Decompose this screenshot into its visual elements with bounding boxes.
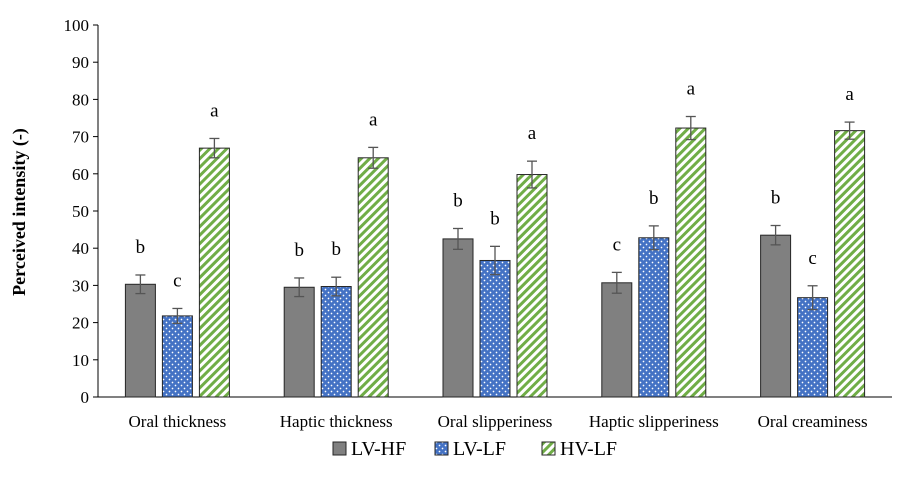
legend-swatch-lv-lf: [434, 441, 449, 456]
significance-letter-lv-lf-haptic-thickness: b: [331, 239, 341, 260]
y-tick-label: 100: [64, 16, 90, 35]
bar-hv-lf-haptic-slipperiness: [675, 127, 707, 398]
bar-hv-lf-oral-slipperiness: [516, 174, 548, 398]
y-tick-label: 70: [72, 128, 89, 147]
x-tick-label-oral-slipperiness: Oral slipperiness: [438, 412, 553, 431]
bar-lv-hf-haptic-thickness: [283, 286, 315, 398]
x-tick-label-haptic-thickness: Haptic thickness: [280, 412, 393, 431]
significance-letter-hv-lf-oral-creaminess: a: [845, 84, 854, 105]
x-tick-label-oral-creaminess: Oral creaminess: [758, 412, 868, 431]
y-tick-label: 30: [72, 276, 89, 295]
bar-hv-lf-haptic-thickness: [357, 157, 389, 398]
bar-lv-lf-oral-creaminess: [797, 297, 829, 398]
y-tick-label: 0: [81, 388, 90, 407]
legend-swatch-hv-lf: [541, 441, 556, 456]
significance-letter-lv-hf-oral-thickness: b: [136, 237, 146, 258]
x-tick-label-oral-thickness: Oral thickness: [129, 412, 227, 431]
significance-letter-hv-lf-haptic-slipperiness: a: [687, 79, 696, 100]
bars: [124, 127, 866, 398]
y-tick-label: 90: [72, 53, 89, 72]
significance-letters: b c a b b a b b a c b a b c a: [136, 79, 855, 292]
legend-label-hv-lf: HV-LF: [560, 438, 617, 460]
bar-lv-lf-oral-slipperiness: [479, 259, 511, 398]
significance-letter-hv-lf-haptic-thickness: a: [369, 109, 378, 130]
tick-labels: 0 10 20 30 40 50 60 70 80 90 100 Oral thickness Hapt…: [64, 16, 868, 431]
significance-letter-lv-hf-haptic-slipperiness: c: [613, 234, 621, 255]
significance-letter-lv-hf-oral-creaminess: b: [771, 188, 781, 209]
error-bars: [135, 115, 855, 324]
y-tick-label: 40: [72, 239, 89, 258]
bar-lv-hf-oral-thickness: [124, 283, 156, 398]
y-tick-label: 20: [72, 314, 89, 333]
bar-lv-lf-haptic-slipperiness: [638, 237, 670, 398]
legend-label-lv-lf: LV-LF: [453, 438, 506, 460]
bar-lv-lf-oral-thickness: [161, 315, 193, 398]
significance-letter-lv-lf-oral-slipperiness: b: [490, 208, 500, 229]
bar-lv-hf-haptic-slipperiness: [601, 282, 633, 398]
significance-letter-lv-lf-haptic-slipperiness: b: [649, 188, 659, 209]
significance-letter-hv-lf-oral-thickness: a: [210, 100, 219, 121]
significance-letter-lv-hf-oral-slipperiness: b: [453, 190, 463, 211]
legend-label-lv-hf: LV-HF: [351, 438, 406, 460]
y-tick-label: 10: [72, 351, 89, 370]
significance-letter-hv-lf-oral-slipperiness: a: [528, 123, 537, 144]
bar-hv-lf-oral-creaminess: [834, 130, 866, 398]
significance-letter-lv-hf-haptic-thickness: b: [294, 240, 304, 261]
significance-letter-lv-lf-oral-creaminess: c: [808, 248, 816, 269]
bar-lv-hf-oral-creaminess: [760, 234, 792, 398]
significance-letter-lv-lf-oral-thickness: c: [173, 270, 181, 291]
y-tick-label: 80: [72, 90, 89, 109]
bar-lv-lf-haptic-thickness: [320, 286, 352, 398]
bar-hv-lf-oral-thickness: [198, 147, 230, 398]
legend-swatch-lv-hf: [332, 441, 347, 456]
y-tick-label: 50: [72, 202, 89, 221]
y-axis-label: Perceived intensity (-): [9, 128, 30, 296]
legend: LV-HF LV-LF HV-LF: [332, 438, 617, 460]
y-tick-label: 60: [72, 165, 89, 184]
x-tick-label-haptic-slipperiness: Haptic slipperiness: [589, 412, 719, 431]
bar-lv-hf-oral-slipperiness: [442, 238, 474, 398]
